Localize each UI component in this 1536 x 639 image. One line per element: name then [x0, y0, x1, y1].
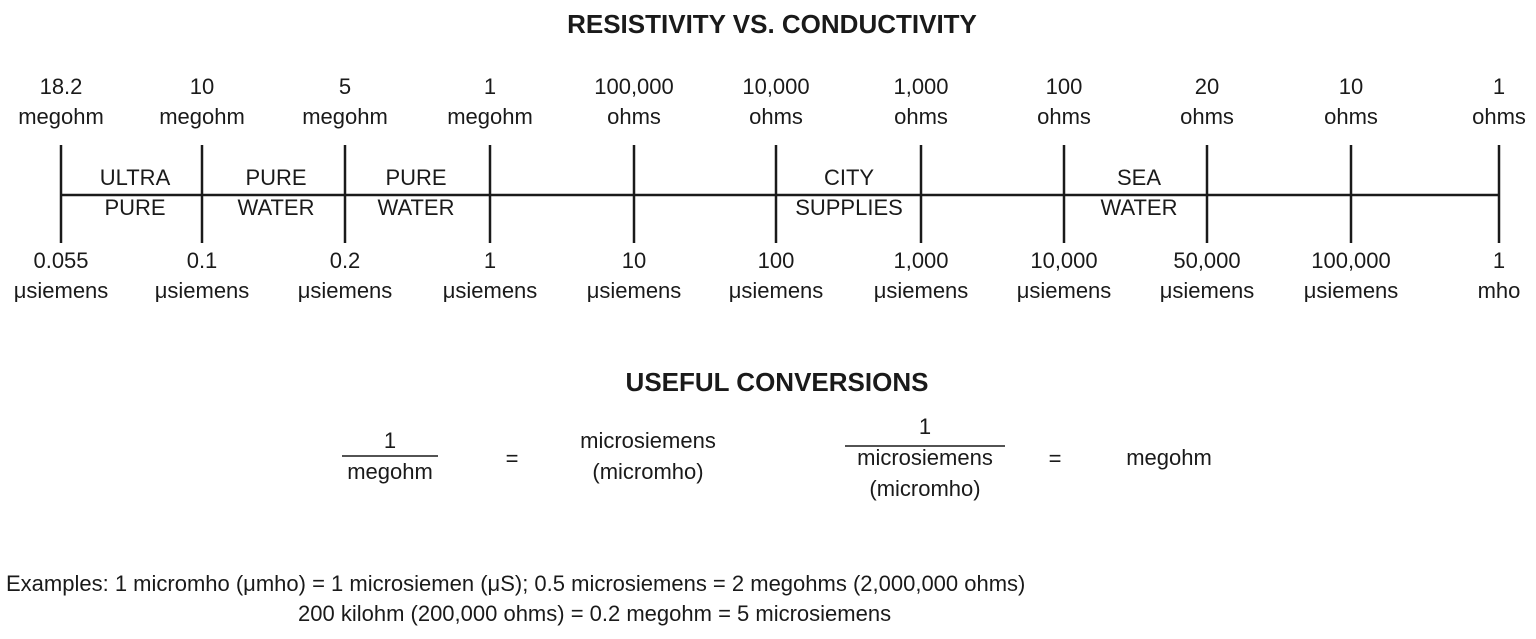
conductance-label: μsiemens — [1304, 278, 1399, 303]
example-line: 200 kilohm (200,000 ohms) = 0.2 megohm =… — [298, 601, 891, 626]
title: RESISTIVITY VS. CONDUCTIVITY — [567, 9, 977, 39]
conductance-label: 1 — [1493, 248, 1505, 273]
resistance-label: ohms — [894, 104, 948, 129]
resistance-label: 100 — [1046, 74, 1083, 99]
resistance-label: ohms — [1472, 104, 1526, 129]
resistance-label: megohm — [447, 104, 533, 129]
region-label: PURE — [104, 195, 165, 220]
conductance-label: μsiemens — [14, 278, 109, 303]
equals: = — [506, 446, 519, 471]
region-label: PURE — [245, 165, 306, 190]
region-label: PURE — [385, 165, 446, 190]
resistance-label: megohm — [302, 104, 388, 129]
conductance-label: 10 — [622, 248, 646, 273]
resistance-label: megohm — [159, 104, 245, 129]
resistance-label: 100,000 — [594, 74, 674, 99]
conductance-label: 1 — [484, 248, 496, 273]
resistance-label: 18.2 — [40, 74, 83, 99]
conductance-label: μsiemens — [1160, 278, 1255, 303]
conductance-label: μsiemens — [587, 278, 682, 303]
region-label: SEA — [1117, 165, 1161, 190]
resistance-label: 10 — [190, 74, 214, 99]
resistance-label: ohms — [749, 104, 803, 129]
region-label: WATER — [378, 195, 455, 220]
conductance-label: 0.1 — [187, 248, 218, 273]
result: microsiemens — [580, 428, 716, 453]
denominator: megohm — [347, 459, 433, 484]
denominator: microsiemens — [857, 445, 993, 470]
resistance-label: 1 — [484, 74, 496, 99]
conductance-label: 1,000 — [893, 248, 948, 273]
conductance-label: μsiemens — [443, 278, 538, 303]
resistance-label: 20 — [1195, 74, 1219, 99]
conductance-label: 0.2 — [330, 248, 361, 273]
conductance-label: μsiemens — [155, 278, 250, 303]
conductance-label: 100,000 — [1311, 248, 1391, 273]
equals: = — [1049, 446, 1062, 471]
result: megohm — [1126, 445, 1212, 470]
resistance-label: ohms — [1037, 104, 1091, 129]
region-label: WATER — [238, 195, 315, 220]
region-label: CITY — [824, 165, 874, 190]
resistance-label: 10 — [1339, 74, 1363, 99]
conductance-label: 10,000 — [1030, 248, 1097, 273]
resistance-label: ohms — [607, 104, 661, 129]
conductance-label: μsiemens — [729, 278, 824, 303]
conversions-title: USEFUL CONVERSIONS — [626, 367, 929, 397]
conductance-label: μsiemens — [1017, 278, 1112, 303]
resistance-label: 1,000 — [893, 74, 948, 99]
conductance-label: μsiemens — [874, 278, 969, 303]
resistance-label: megohm — [18, 104, 104, 129]
conductance-label: 50,000 — [1173, 248, 1240, 273]
conductance-label: 100 — [758, 248, 795, 273]
region-label: WATER — [1101, 195, 1178, 220]
denominator: (micromho) — [869, 476, 980, 501]
numerator: 1 — [384, 428, 396, 453]
conductance-label: 0.055 — [33, 248, 88, 273]
resistance-label: 5 — [339, 74, 351, 99]
region-label: SUPPLIES — [795, 195, 903, 220]
numerator: 1 — [919, 414, 931, 439]
region-label: ULTRA — [100, 165, 171, 190]
result: (micromho) — [592, 459, 703, 484]
conductance-label: mho — [1478, 278, 1521, 303]
resistance-label: ohms — [1180, 104, 1234, 129]
resistance-label: 10,000 — [742, 74, 809, 99]
example-line: Examples: 1 micromho (μmho) = 1 microsie… — [6, 571, 1025, 596]
resistance-label: ohms — [1324, 104, 1378, 129]
resistance-label: 1 — [1493, 74, 1505, 99]
conductance-label: μsiemens — [298, 278, 393, 303]
